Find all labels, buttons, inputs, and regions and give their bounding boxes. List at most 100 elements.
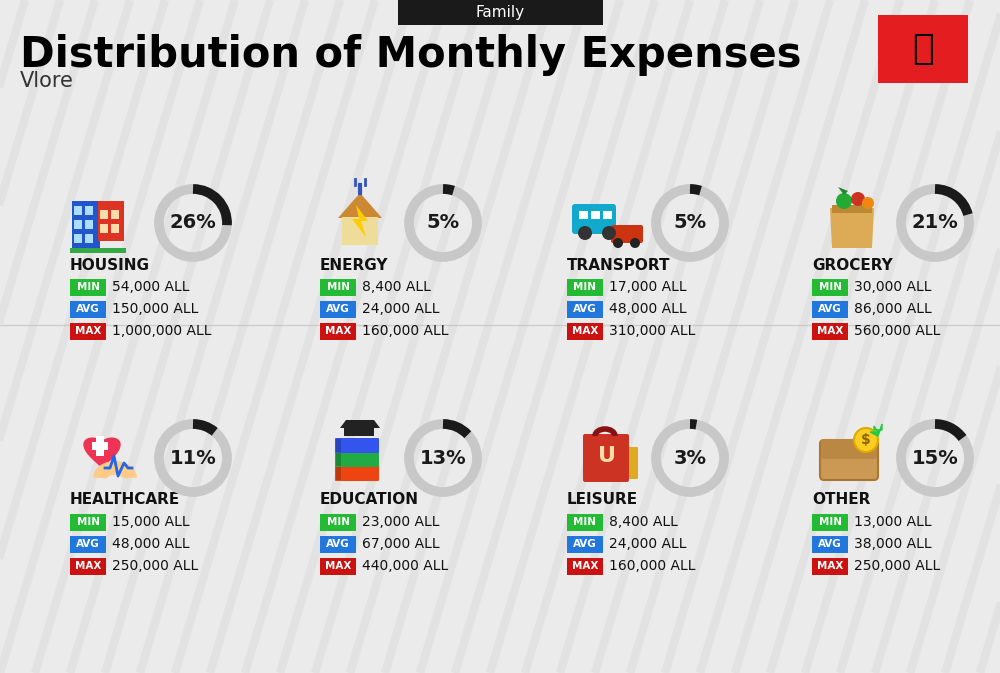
FancyBboxPatch shape [70,322,106,339]
Text: 54,000 ALL: 54,000 ALL [112,280,190,294]
Polygon shape [352,205,368,237]
Text: 11%: 11% [170,448,216,468]
Text: ENERGY: ENERGY [320,258,388,273]
Text: 24,000 ALL: 24,000 ALL [609,537,686,551]
FancyBboxPatch shape [614,447,638,479]
Text: Distribution of Monthly Expenses: Distribution of Monthly Expenses [20,34,802,76]
Circle shape [851,192,865,206]
Text: MAX: MAX [817,561,843,571]
FancyBboxPatch shape [812,513,848,530]
FancyBboxPatch shape [100,210,108,219]
Text: MIN: MIN [326,517,350,527]
FancyBboxPatch shape [812,301,848,318]
Text: 24,000 ALL: 24,000 ALL [362,302,440,316]
FancyBboxPatch shape [567,279,603,295]
FancyBboxPatch shape [812,557,848,575]
Text: MAX: MAX [75,561,101,571]
Text: 250,000 ALL: 250,000 ALL [112,559,198,573]
Circle shape [854,428,878,452]
Text: AVG: AVG [818,304,842,314]
Text: MAX: MAX [572,561,598,571]
Circle shape [613,238,623,248]
Text: 13,000 ALL: 13,000 ALL [854,515,932,529]
Text: AVG: AVG [573,304,597,314]
Text: MAX: MAX [572,326,598,336]
FancyBboxPatch shape [72,201,100,251]
Text: 23,000 ALL: 23,000 ALL [362,515,440,529]
Text: 8,400 ALL: 8,400 ALL [362,280,431,294]
FancyBboxPatch shape [878,15,968,83]
Text: 440,000 ALL: 440,000 ALL [362,559,448,573]
FancyBboxPatch shape [98,201,124,241]
FancyBboxPatch shape [591,211,600,219]
FancyBboxPatch shape [567,513,603,530]
Text: 8,400 ALL: 8,400 ALL [609,515,678,529]
FancyBboxPatch shape [92,442,108,450]
FancyBboxPatch shape [336,467,341,480]
Text: 3%: 3% [674,448,706,468]
FancyBboxPatch shape [336,439,341,452]
FancyBboxPatch shape [344,428,374,436]
FancyBboxPatch shape [320,513,356,530]
Text: 17,000 ALL: 17,000 ALL [609,280,687,294]
Text: 48,000 ALL: 48,000 ALL [112,537,190,551]
FancyBboxPatch shape [342,217,378,245]
FancyBboxPatch shape [567,301,603,318]
FancyBboxPatch shape [70,513,106,530]
FancyBboxPatch shape [832,205,872,213]
Text: U: U [598,446,616,466]
FancyBboxPatch shape [812,322,848,339]
FancyBboxPatch shape [812,536,848,553]
Text: 150,000 ALL: 150,000 ALL [112,302,198,316]
Text: HEALTHCARE: HEALTHCARE [70,493,180,507]
Text: 5%: 5% [426,213,460,232]
FancyBboxPatch shape [70,248,126,253]
FancyBboxPatch shape [74,234,82,243]
Polygon shape [340,420,380,428]
Text: 13%: 13% [420,448,466,468]
FancyBboxPatch shape [320,557,356,575]
Polygon shape [84,438,120,468]
Text: 67,000 ALL: 67,000 ALL [362,537,440,551]
FancyBboxPatch shape [100,224,108,233]
FancyBboxPatch shape [603,211,612,219]
FancyBboxPatch shape [320,279,356,295]
FancyBboxPatch shape [335,438,379,453]
Text: Vlore: Vlore [20,71,74,91]
Circle shape [578,226,592,240]
FancyBboxPatch shape [70,557,106,575]
FancyBboxPatch shape [85,220,93,229]
Text: 160,000 ALL: 160,000 ALL [362,324,448,338]
Text: 38,000 ALL: 38,000 ALL [854,537,932,551]
Text: 310,000 ALL: 310,000 ALL [609,324,695,338]
FancyBboxPatch shape [567,536,603,553]
FancyBboxPatch shape [820,440,878,480]
FancyBboxPatch shape [335,466,379,481]
Text: MAX: MAX [817,326,843,336]
Polygon shape [830,208,874,248]
FancyBboxPatch shape [85,206,93,215]
FancyBboxPatch shape [85,234,93,243]
Text: 15%: 15% [912,448,958,468]
Circle shape [602,226,616,240]
FancyBboxPatch shape [611,225,643,243]
FancyBboxPatch shape [70,301,106,318]
FancyBboxPatch shape [320,536,356,553]
Text: 15,000 ALL: 15,000 ALL [112,515,190,529]
Polygon shape [870,424,882,436]
FancyBboxPatch shape [567,322,603,339]
Text: MIN: MIN [326,282,350,292]
Text: AVG: AVG [326,539,350,549]
Polygon shape [338,193,382,218]
Text: AVG: AVG [76,539,100,549]
Text: 5%: 5% [673,213,707,232]
Text: EDUCATION: EDUCATION [320,493,419,507]
Text: MIN: MIN [818,517,842,527]
FancyBboxPatch shape [398,0,603,25]
Text: AVG: AVG [326,304,350,314]
FancyBboxPatch shape [70,279,106,295]
Text: 160,000 ALL: 160,000 ALL [609,559,696,573]
FancyBboxPatch shape [821,439,877,459]
Text: 30,000 ALL: 30,000 ALL [854,280,932,294]
FancyBboxPatch shape [320,301,356,318]
